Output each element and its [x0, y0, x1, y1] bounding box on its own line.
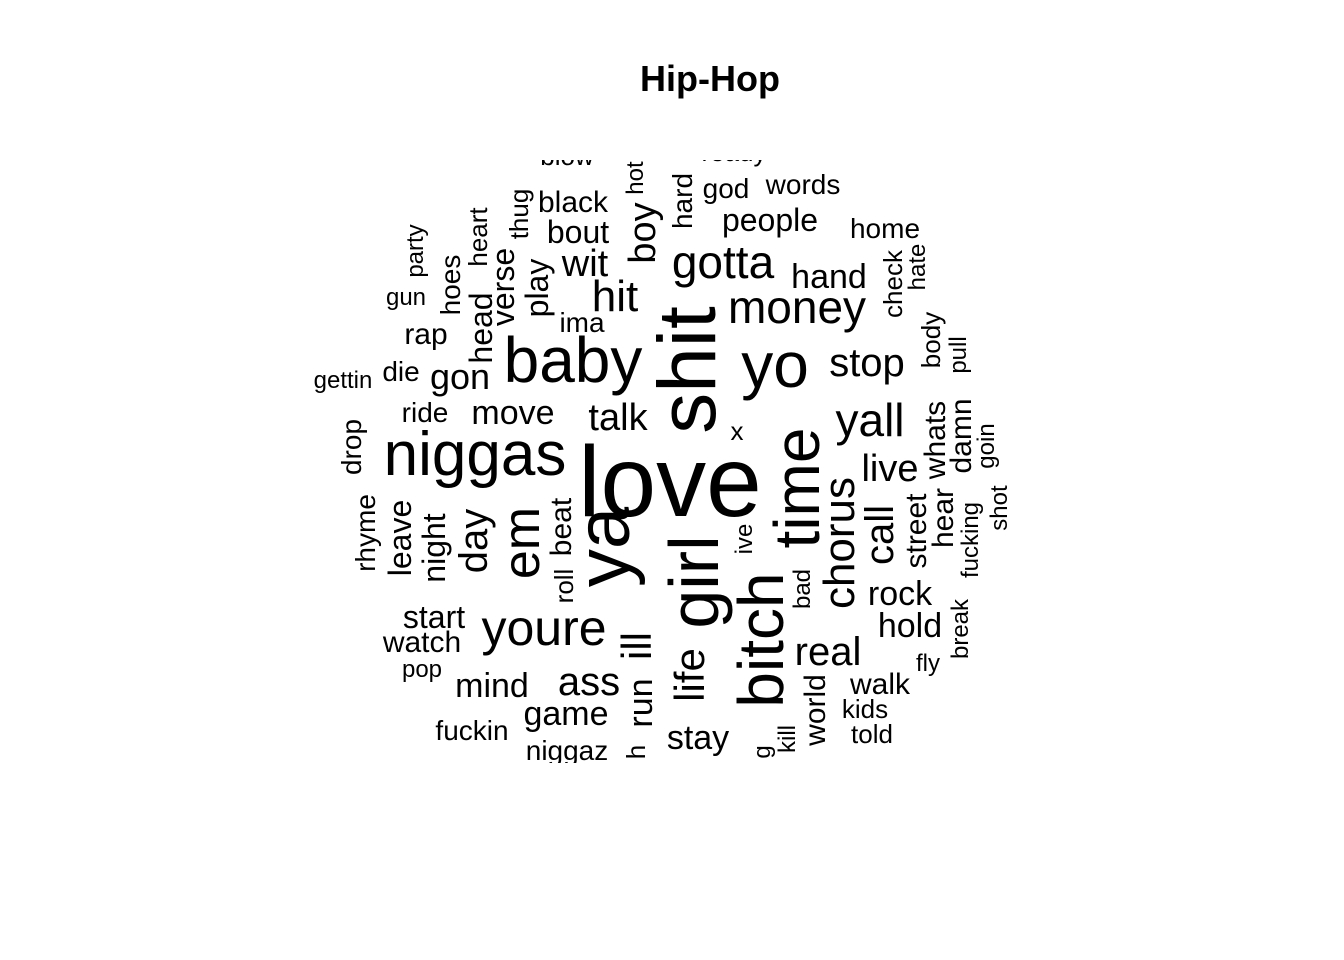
word-stay: stay	[666, 719, 730, 757]
word-bad: bad	[789, 568, 816, 610]
word-walk: walk	[849, 668, 911, 701]
word-gon: gon	[429, 356, 491, 397]
word-heart: heart	[463, 207, 493, 267]
word-check: check	[878, 250, 908, 318]
word-pop: pop	[401, 656, 443, 683]
word-hate: hate	[904, 243, 931, 291]
word-x: x	[730, 416, 744, 446]
word-baby: baby	[503, 324, 643, 396]
word-niggas: niggas	[383, 420, 567, 489]
word-goin: goin	[973, 423, 1000, 469]
word-call: call	[858, 504, 902, 566]
word-ill: ill	[613, 632, 660, 660]
word-money: money	[727, 281, 867, 333]
word-run: run	[622, 678, 660, 728]
word-wit: wit	[561, 243, 609, 285]
word-ima: ima	[559, 307, 605, 338]
word-roll: roll	[549, 568, 579, 604]
word-youre: youre	[481, 600, 607, 656]
word-shit: shit	[642, 306, 733, 434]
word-em: em	[493, 506, 551, 580]
word-mind: mind	[455, 667, 529, 705]
word-break: break	[947, 598, 974, 660]
word-ride: ride	[401, 397, 449, 428]
word-love: love	[578, 426, 762, 538]
word-watch: watch	[382, 626, 462, 659]
word-hard: hard	[667, 172, 698, 230]
word-kill: kill	[774, 725, 801, 753]
word-gh: h	[621, 744, 651, 760]
word-life: life	[666, 648, 713, 702]
word-hand: hand	[791, 258, 867, 296]
word-real: real	[794, 630, 862, 674]
word-start: start	[402, 599, 466, 635]
word-yo: yo	[741, 329, 809, 401]
word-thug: thug	[504, 188, 534, 240]
word-beat: beat	[545, 497, 578, 557]
word-hit: hit	[591, 272, 639, 321]
word-live: live	[861, 448, 919, 490]
word-home: home	[849, 213, 921, 244]
word-leave: leave	[382, 499, 418, 577]
word-day: day	[452, 508, 496, 574]
word-die: die	[382, 356, 420, 387]
word-gettin: gettin	[313, 367, 373, 394]
word-fucking: fucking	[957, 501, 984, 579]
word-gg: g	[749, 745, 776, 759]
word-god: god	[702, 173, 750, 204]
word-shot: shot	[986, 485, 1013, 531]
word-talk: talk	[588, 397, 648, 439]
word-chorus: chorus	[815, 476, 864, 610]
word-body: body	[916, 311, 946, 369]
word-words: words	[765, 169, 841, 200]
word-cloud: love shit time ya girl bitch baby yo niggas em you…	[300, 160, 1020, 763]
word-bout: bout	[546, 214, 610, 250]
word-people: people	[721, 202, 819, 238]
word-kids: kids	[841, 694, 889, 724]
word-drop: drop	[336, 418, 367, 476]
word-niggaz: niggaz	[525, 735, 609, 764]
word-hoes: hoes	[435, 254, 466, 316]
word-gun: gun	[385, 284, 427, 311]
word-party: party	[402, 224, 429, 278]
word-black: black	[537, 186, 609, 219]
word-rap: rap	[404, 318, 448, 351]
page-title: Hip-Hop	[640, 58, 780, 99]
word-girl: girl	[655, 535, 733, 629]
word-ass: ass	[557, 660, 621, 704]
word-head: head	[463, 292, 499, 364]
word-ive: ive	[731, 523, 758, 555]
word-blow: blow	[540, 160, 593, 169]
word-hot: hot	[622, 161, 649, 195]
word-hold: hold	[877, 607, 943, 645]
word-yall: yall	[835, 394, 905, 446]
word-night: night	[416, 513, 452, 583]
word-world: world	[799, 674, 832, 746]
word-fuckin: fuckin	[435, 715, 509, 746]
word-boy: boy	[622, 202, 664, 264]
word-hear: hear	[927, 487, 960, 549]
word-bitch: bitch	[725, 572, 797, 708]
word-stop: stop	[829, 341, 905, 385]
word-ready: ready	[701, 160, 766, 165]
word-fly: fly	[916, 650, 940, 677]
word-gotta: gotta	[671, 236, 775, 288]
word-game: game	[523, 695, 609, 733]
word-told: told	[851, 719, 893, 749]
word-move: move	[471, 394, 555, 432]
word-play: play	[519, 258, 555, 318]
word-rock: rock	[867, 575, 933, 613]
word-rhyme: rhyme	[350, 494, 381, 572]
word-pull: pull	[945, 336, 972, 374]
